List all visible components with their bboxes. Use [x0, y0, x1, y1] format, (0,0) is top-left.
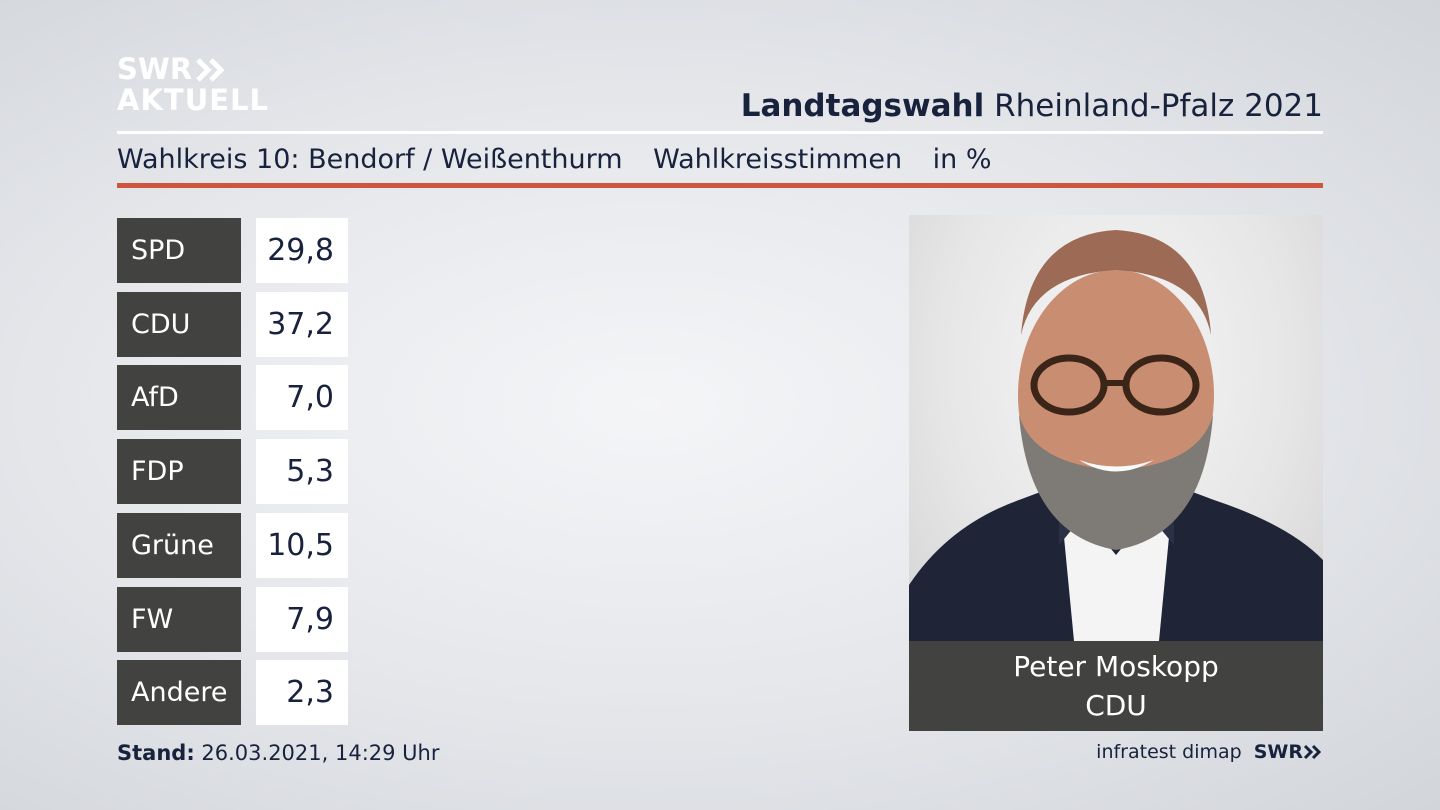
- swr-brand-text: SWR: [1253, 741, 1303, 763]
- source-label: infratest dimap: [1096, 741, 1242, 763]
- result-row: FW 7,9: [117, 586, 348, 652]
- unit-label: in %: [932, 144, 992, 175]
- candidate-name: Peter Moskopp: [1013, 650, 1219, 683]
- swr-aktuell-logo: SWR AKTUELL: [117, 54, 269, 116]
- chevrons-small-icon: [1303, 744, 1322, 760]
- title-bold: Landtagswahl: [740, 88, 985, 124]
- party-value: 7,9: [256, 586, 348, 652]
- swr-brand: SWR: [1254, 741, 1323, 763]
- wahlkreis-label: Wahlkreis 10: Bendorf / Weißenthurm: [117, 144, 623, 175]
- logo-line1: SWR: [117, 52, 193, 86]
- candidate-photo: [909, 215, 1323, 641]
- result-row: Andere 2,3: [117, 660, 348, 726]
- page-title: Landtagswahl Rheinland-Pfalz 2021: [741, 88, 1323, 124]
- party-label: SPD: [117, 218, 241, 283]
- chevrons-icon: [196, 57, 225, 82]
- party-value: 7,0: [256, 365, 348, 431]
- party-label: Andere: [117, 660, 241, 726]
- party-value: 10,5: [256, 512, 348, 578]
- vote-type-label: Wahlkreisstimmen: [653, 144, 903, 175]
- candidate-party: CDU: [1085, 689, 1147, 722]
- party-label: Grüne: [117, 512, 241, 578]
- party-value: 29,8: [256, 218, 348, 283]
- party-value: 37,2: [256, 291, 348, 357]
- result-row: SPD 29,8: [117, 218, 348, 283]
- stand-label: Stand:: [117, 741, 195, 765]
- result-row: Grüne 10,5: [117, 512, 348, 578]
- candidate-portrait-icon: [909, 230, 1323, 641]
- stand-value: 26.03.2021, 14:29 Uhr: [194, 741, 440, 765]
- result-row: AfD 7,0: [117, 365, 348, 431]
- logo-line2: AKTUELL: [117, 83, 270, 117]
- party-label: FDP: [117, 439, 241, 505]
- party-value: 2,3: [256, 660, 348, 726]
- subtitle: Wahlkreis 10: Bendorf / Weißenthurm Wahl…: [117, 144, 1014, 175]
- party-label: AfD: [117, 365, 241, 431]
- result-row: FDP 5,3: [117, 439, 348, 505]
- header-divider: [117, 131, 1323, 134]
- party-label: CDU: [117, 291, 241, 357]
- result-row: CDU 37,2: [117, 291, 348, 357]
- candidate-caption: Peter Moskopp CDU: [909, 641, 1323, 731]
- accent-divider: [117, 183, 1323, 188]
- source-credit: infratest dimap SWR: [1096, 741, 1323, 763]
- title-rest: Rheinland-Pfalz 2021: [984, 88, 1323, 124]
- timestamp: Stand: 26.03.2021, 14:29 Uhr: [117, 741, 440, 765]
- party-value: 5,3: [256, 439, 348, 505]
- party-label: FW: [117, 586, 241, 652]
